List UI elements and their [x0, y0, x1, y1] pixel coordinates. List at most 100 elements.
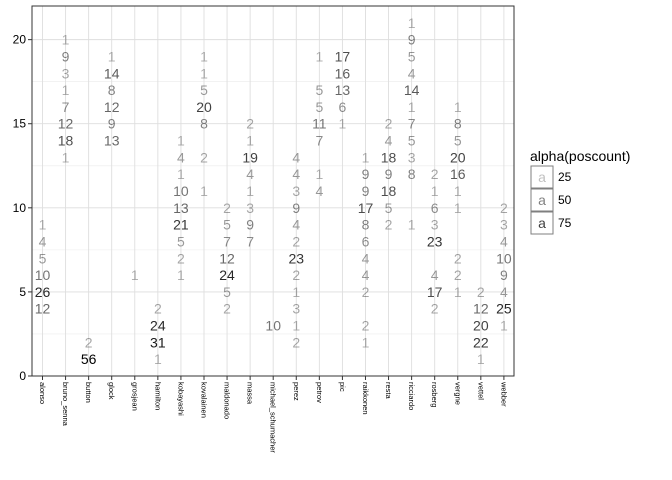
data-label: 4 [292, 149, 300, 165]
data-label: 9 [108, 116, 116, 132]
data-label: 12 [104, 99, 120, 115]
x-tick-label: hamilton [153, 382, 162, 410]
data-label: 1 [431, 183, 439, 199]
data-label: 1 [62, 32, 70, 48]
data-label: 1 [454, 99, 462, 115]
data-label: 1 [408, 99, 416, 115]
data-label: 4 [500, 284, 508, 300]
data-label: 1 [177, 267, 185, 283]
data-label: 18 [381, 183, 397, 199]
data-label: 22 [473, 334, 489, 350]
data-label: 5 [200, 82, 208, 98]
data-label: 4 [292, 166, 300, 182]
data-label: 4 [408, 65, 416, 81]
data-label: 4 [39, 233, 47, 249]
y-tick-label: 5 [19, 285, 26, 299]
data-label: 5 [315, 99, 323, 115]
data-label: 13 [104, 133, 120, 149]
x-tick-label: kobayashi [176, 382, 185, 416]
data-label: 7 [62, 99, 70, 115]
data-label: 21 [173, 217, 189, 233]
x-tick-label: bruno_senna [61, 382, 70, 427]
data-label: 5 [454, 133, 462, 149]
data-label: 2 [431, 301, 439, 317]
data-label: 4 [177, 149, 185, 165]
data-label: 1 [200, 183, 208, 199]
data-label: 1 [200, 48, 208, 64]
data-label: 2 [292, 334, 300, 350]
legend-key-glyph: a [538, 192, 546, 208]
y-tick-label: 15 [13, 117, 27, 131]
data-label: 2 [431, 166, 439, 182]
legend-key-glyph: a [538, 169, 546, 185]
data-label: 1 [200, 65, 208, 81]
x-tick-label: grosjean [130, 382, 139, 411]
legend: alpha(poscount) a 25 a 50 a 75 [530, 148, 630, 235]
data-label: 14 [104, 65, 120, 81]
data-label: 9 [500, 267, 508, 283]
x-tick-label: petrov [315, 382, 324, 403]
data-label: 2 [385, 217, 393, 233]
data-label: 5 [408, 48, 416, 64]
data-label: 5 [177, 233, 185, 249]
data-labels-layer: 1451026121931712181256114812913122431114… [35, 15, 512, 367]
data-label: 10 [35, 267, 51, 283]
data-label: 4 [315, 183, 323, 199]
data-label: 1 [62, 82, 70, 98]
data-label: 4 [246, 166, 254, 182]
data-label: 23 [427, 233, 443, 249]
data-label: 7 [223, 233, 231, 249]
data-label: 1 [408, 15, 416, 31]
legend-entry-label: 25 [558, 170, 572, 184]
data-label: 18 [381, 149, 397, 165]
data-label: 1 [454, 284, 462, 300]
data-label: 26 [35, 284, 51, 300]
x-tick-label: raikkonen [361, 382, 370, 415]
y-tick-label: 0 [19, 369, 26, 383]
data-label: 16 [335, 65, 351, 81]
data-label: 9 [362, 166, 370, 182]
grid-lines [32, 6, 514, 377]
data-label: 16 [450, 166, 466, 182]
legend-key-glyph: a [538, 215, 546, 231]
data-label: 17 [427, 284, 443, 300]
data-label: 1 [62, 149, 70, 165]
data-label: 18 [58, 133, 74, 149]
x-tick-label: vettel [476, 382, 485, 400]
data-label: 2 [154, 301, 162, 317]
data-label: 2 [292, 267, 300, 283]
x-tick-label: maldonado [223, 382, 232, 419]
data-label: 20 [473, 318, 489, 334]
data-label: 3 [500, 217, 508, 233]
data-label: 1 [339, 116, 347, 132]
data-label: 1 [177, 166, 185, 182]
x-axis: alonso bruno_senna button glock grosjean hami… [38, 376, 508, 453]
data-label: 7 [315, 133, 323, 149]
data-label: 17 [358, 200, 374, 216]
data-label: 1 [246, 133, 254, 149]
data-label: 1 [108, 48, 116, 64]
data-label: 12 [58, 116, 74, 132]
x-tick-label: massa [246, 382, 255, 405]
data-label: 4 [500, 233, 508, 249]
data-label: 11 [312, 116, 327, 132]
data-label: 31 [150, 334, 166, 350]
data-label: 9 [362, 183, 370, 199]
legend-key-box [530, 188, 554, 212]
data-label: 4 [292, 217, 300, 233]
data-label: 2 [223, 200, 231, 216]
data-label: 24 [150, 318, 166, 334]
data-label: 6 [431, 200, 439, 216]
data-label: 3 [292, 301, 300, 317]
data-label: 1 [131, 267, 139, 283]
data-label: 8 [454, 116, 462, 132]
data-label: 1 [177, 133, 185, 149]
data-label: 2 [500, 200, 508, 216]
x-tick-label: resta [384, 382, 393, 400]
data-label: 9 [62, 48, 70, 64]
data-label: 8 [108, 82, 116, 98]
data-label: 20 [450, 149, 466, 165]
data-label: 5 [223, 217, 231, 233]
data-label: 2 [454, 267, 462, 283]
data-label: 10 [496, 250, 512, 266]
